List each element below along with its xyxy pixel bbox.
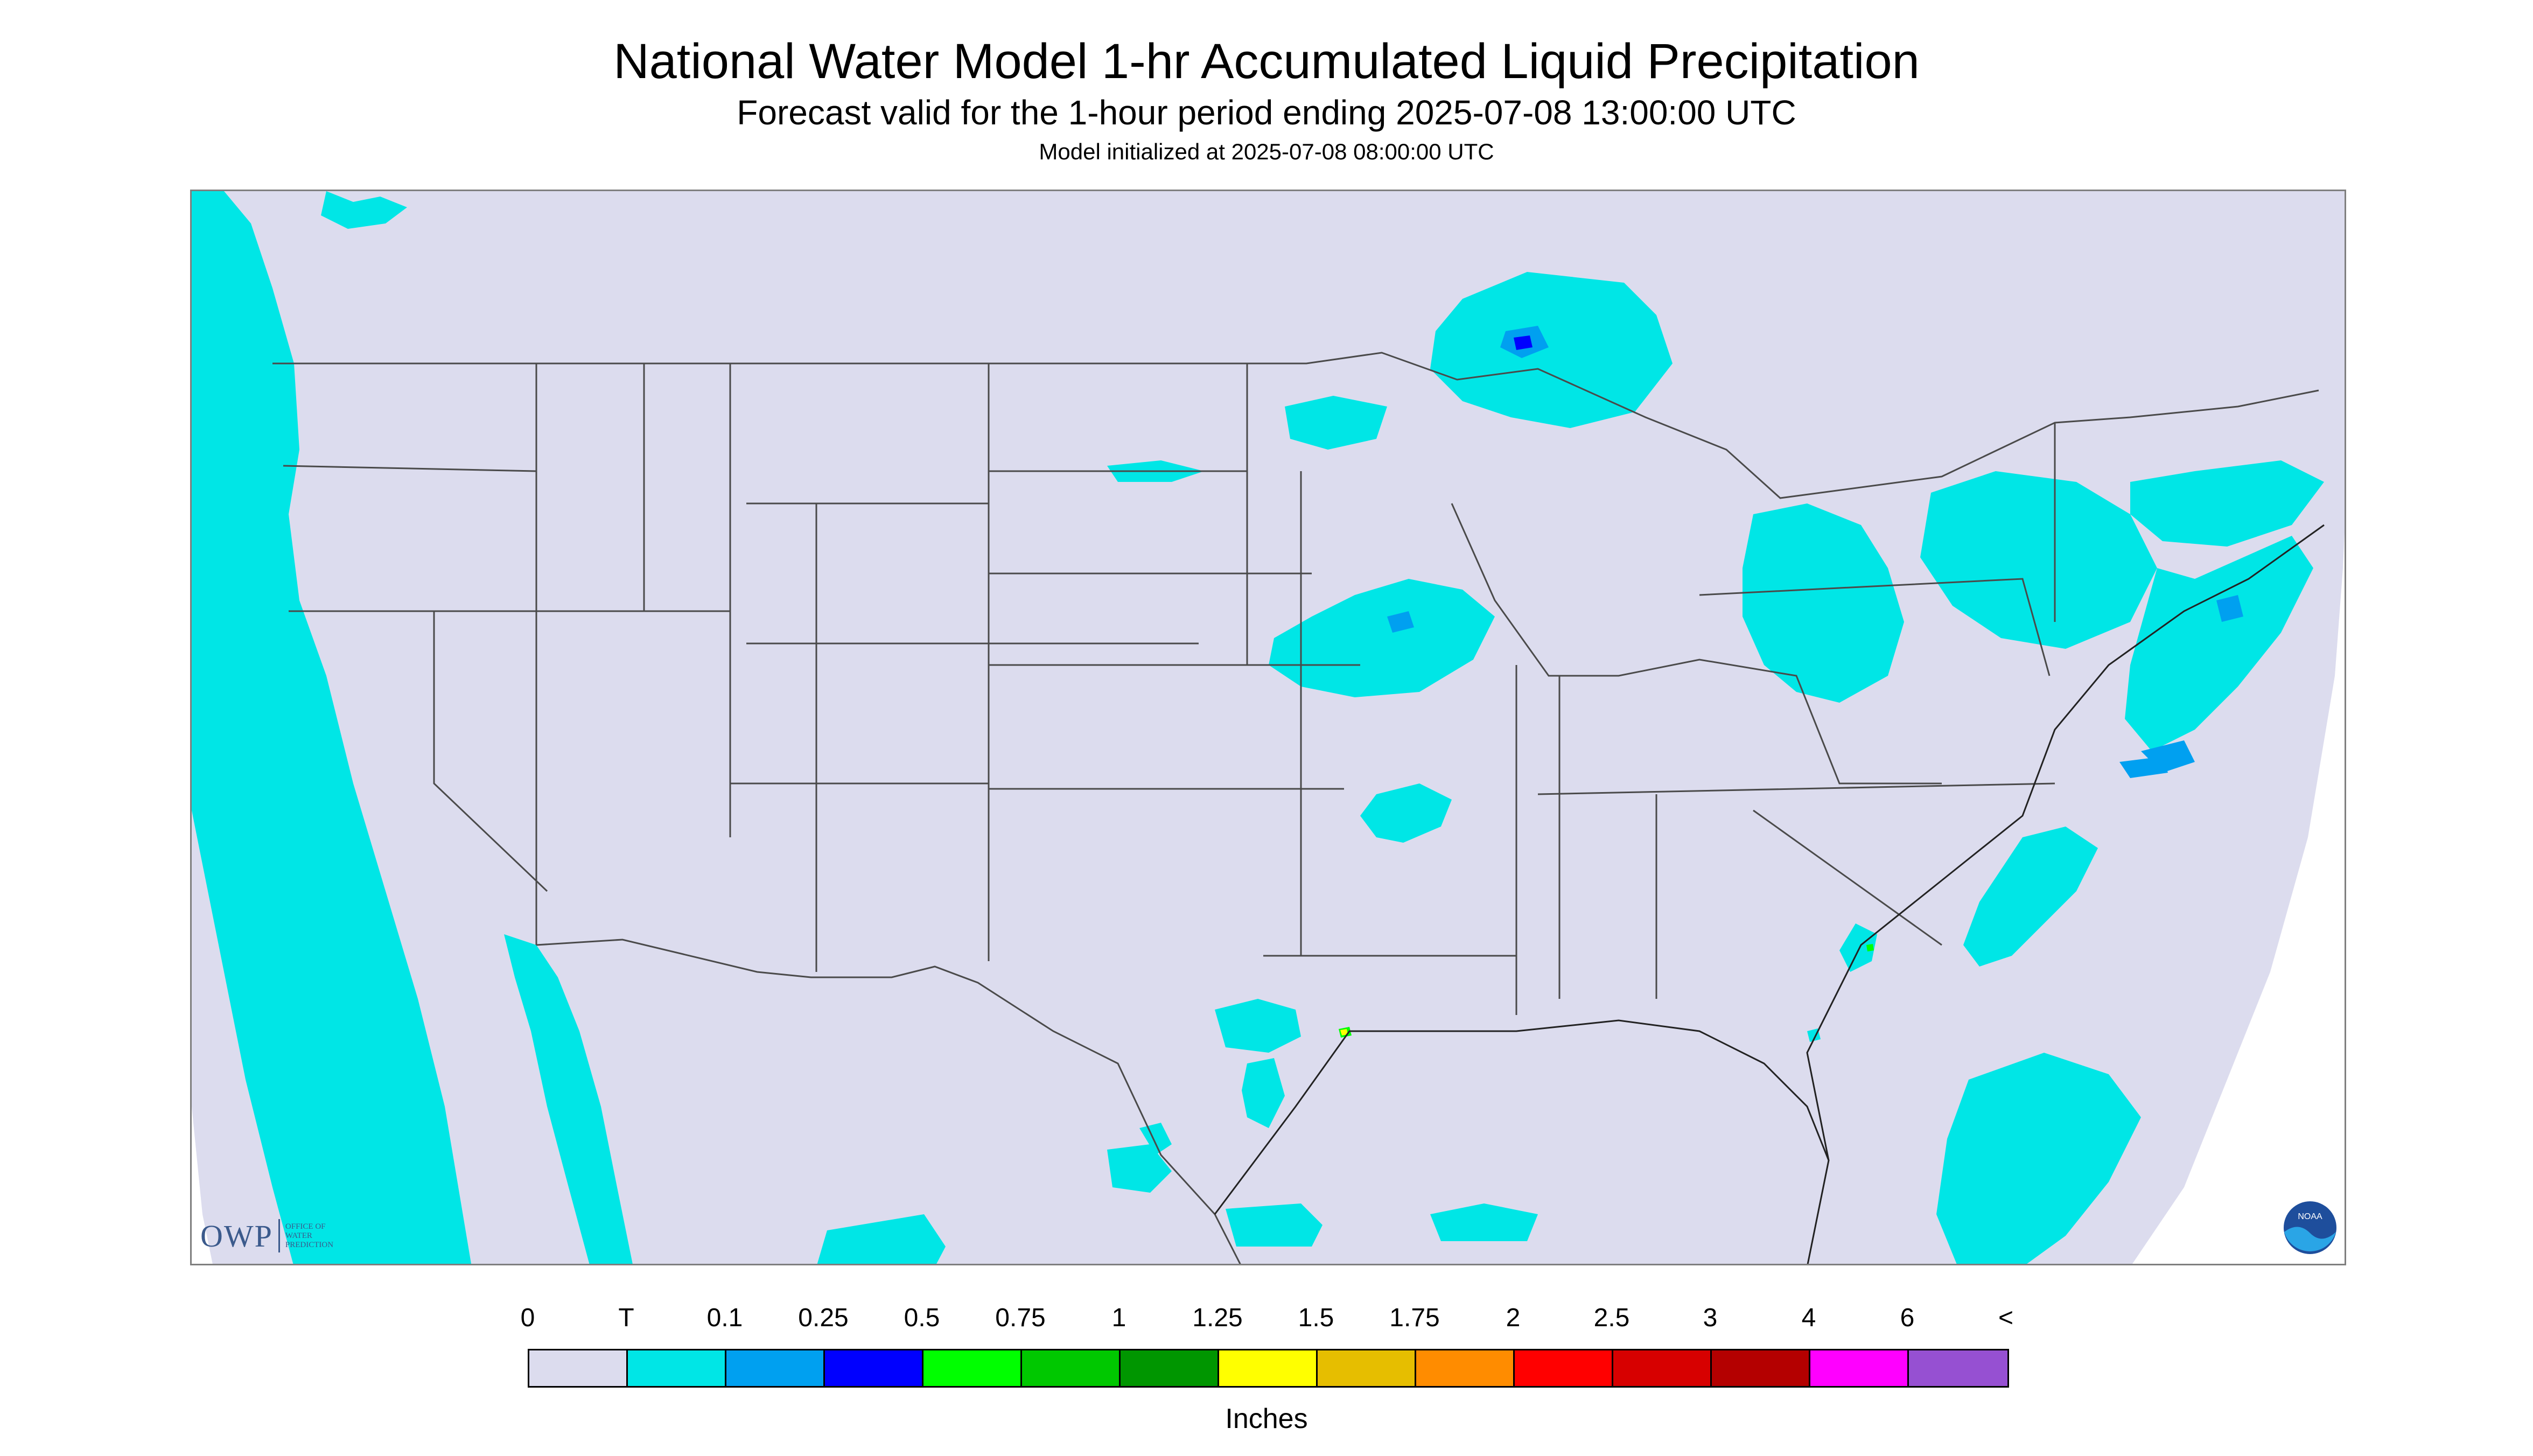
legend-tick-label: 4: [1801, 1304, 1816, 1332]
legend-tick-label: 0.5: [904, 1304, 940, 1332]
legend-tick-label: 0.1: [706, 1304, 743, 1332]
owp-subtext-line: PREDICTION: [285, 1240, 334, 1249]
noaa-logo-text: NOAA: [2298, 1212, 2322, 1221]
precip-heavy: [1339, 944, 1874, 1038]
legend-tick-label: 2: [1506, 1304, 1521, 1332]
legend-tick-label: 1.5: [1298, 1304, 1334, 1332]
legend-units: Inches: [1225, 1403, 1308, 1434]
owp-logo: OWP OFFICE OF WATER PREDICTION: [200, 1217, 333, 1255]
legend-swatch: [726, 1350, 825, 1386]
legend-tick-label: 6: [1900, 1304, 1915, 1332]
out-of-domain-east: [2132, 532, 2345, 1264]
gulf-coastline: [1214, 1019, 1830, 1264]
model-init-label: Model initialized at 2025-07-08 08:00:00…: [1039, 139, 1494, 164]
legend-swatch: [529, 1350, 628, 1386]
legend-swatch: [1318, 1350, 1416, 1386]
atlantic-coastline: [1806, 524, 2325, 1161]
legend-tick-label: <: [1998, 1304, 2014, 1332]
legend-tick-label: 1.75: [1389, 1304, 1440, 1332]
legend-swatch: [1613, 1350, 1712, 1386]
legend-swatch: [1022, 1350, 1121, 1386]
out-of-domain-west: [192, 579, 213, 1264]
legend-swatch: [1121, 1350, 1219, 1386]
legend-colorbar: [528, 1349, 2009, 1388]
legend-tick-label: 0.25: [798, 1304, 849, 1332]
legend-tick-label: 0.75: [995, 1304, 1046, 1332]
legend-swatch: [1712, 1350, 1810, 1386]
legend-tick-label: 2.5: [1593, 1304, 1630, 1332]
legend-swatch: [825, 1350, 923, 1386]
precip-light: [1387, 326, 2243, 778]
legend-swatch: [1416, 1350, 1515, 1386]
legend-swatch: [1515, 1350, 1613, 1386]
legend-tick-label: 0: [520, 1304, 535, 1332]
legend-swatch: [1810, 1350, 1909, 1386]
map-title: National Water Model 1-hr Accumulated Li…: [613, 34, 1920, 89]
legend-tick-label: 3: [1703, 1304, 1718, 1332]
legend-swatch: [1219, 1350, 1318, 1386]
legend-tick-label: T: [618, 1304, 634, 1332]
map-subtitle: Forecast valid for the 1-hour period end…: [737, 93, 1796, 132]
legend-swatch: [1909, 1350, 2007, 1386]
legend-tick-label: 1: [1111, 1304, 1126, 1332]
owp-subtext-line: OFFICE OF: [285, 1222, 326, 1231]
legend-tick-label: 1.25: [1192, 1304, 1243, 1332]
map-canvas: [192, 191, 2345, 1264]
owp-subtext: OFFICE OF WATER PREDICTION: [285, 1222, 333, 1250]
owp-mark: OWP: [200, 1218, 273, 1254]
precip-moderate: [1514, 335, 1533, 350]
logo-divider: [278, 1219, 280, 1252]
noaa-logo: NOAA: [2283, 1200, 2338, 1255]
precip-trace: [192, 191, 2324, 1264]
legend-swatch: [923, 1350, 1022, 1386]
owp-subtext-line: WATER: [285, 1231, 312, 1240]
boundaries: [272, 352, 2319, 1264]
legend-swatch: [628, 1350, 726, 1386]
precipitation-map: [190, 190, 2346, 1265]
